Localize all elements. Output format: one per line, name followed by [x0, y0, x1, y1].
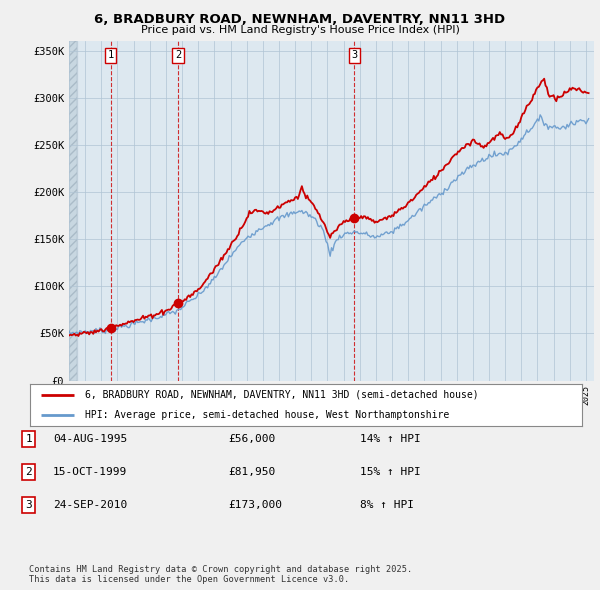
Text: 14% ↑ HPI: 14% ↑ HPI	[360, 434, 421, 444]
Bar	[69, 41, 77, 381]
Text: 1: 1	[107, 50, 114, 60]
Text: 1: 1	[25, 434, 32, 444]
Text: 6, BRADBURY ROAD, NEWNHAM, DAVENTRY, NN11 3HD (semi-detached house): 6, BRADBURY ROAD, NEWNHAM, DAVENTRY, NN1…	[85, 390, 479, 400]
Text: 15% ↑ HPI: 15% ↑ HPI	[360, 467, 421, 477]
Text: 15-OCT-1999: 15-OCT-1999	[53, 467, 127, 477]
Bar	[69, 41, 77, 381]
Text: £56,000: £56,000	[228, 434, 275, 444]
Text: 3: 3	[25, 500, 32, 510]
Text: 2: 2	[175, 50, 181, 60]
Text: £173,000: £173,000	[228, 500, 282, 510]
Text: Contains HM Land Registry data © Crown copyright and database right 2025.
This d: Contains HM Land Registry data © Crown c…	[29, 565, 412, 584]
Text: 2: 2	[25, 467, 32, 477]
Text: 6, BRADBURY ROAD, NEWNHAM, DAVENTRY, NN11 3HD: 6, BRADBURY ROAD, NEWNHAM, DAVENTRY, NN1…	[94, 13, 506, 26]
Text: 04-AUG-1995: 04-AUG-1995	[53, 434, 127, 444]
Text: £81,950: £81,950	[228, 467, 275, 477]
Text: Price paid vs. HM Land Registry's House Price Index (HPI): Price paid vs. HM Land Registry's House …	[140, 25, 460, 35]
Text: 8% ↑ HPI: 8% ↑ HPI	[360, 500, 414, 510]
Text: HPI: Average price, semi-detached house, West Northamptonshire: HPI: Average price, semi-detached house,…	[85, 409, 449, 419]
Text: 24-SEP-2010: 24-SEP-2010	[53, 500, 127, 510]
Text: 3: 3	[351, 50, 358, 60]
